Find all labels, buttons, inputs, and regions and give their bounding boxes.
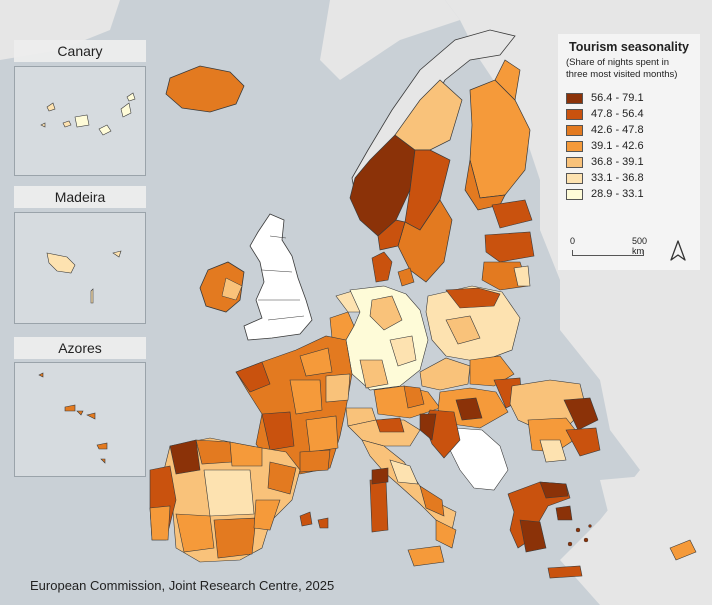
- scale-line: [572, 250, 644, 256]
- inset-title-madeira: Madeira: [14, 186, 146, 208]
- region-ireland: [199, 261, 245, 313]
- region-denmark: [371, 251, 415, 287]
- inset-title-canary: Canary: [14, 40, 146, 62]
- scale-end-label: 500 km: [632, 236, 648, 256]
- legend: Tourism seasonality (Share of nights spe…: [558, 34, 700, 270]
- north-arrow-icon: [670, 240, 686, 261]
- legend-swatch: [566, 188, 583, 200]
- region-nordic: [349, 59, 531, 283]
- inset-title-azores: Azores: [14, 337, 146, 359]
- legend-label: 33.1 - 36.8: [591, 172, 644, 185]
- legend-swatch: [566, 108, 583, 120]
- legend-label: 36.8 - 39.1: [591, 156, 644, 169]
- inset-canary: [14, 66, 146, 176]
- region-baltics: [481, 199, 535, 291]
- scale-zero-label: 0: [570, 236, 576, 246]
- inset-azores: [14, 362, 146, 477]
- legend-swatch: [566, 92, 583, 104]
- region-iberia: [149, 437, 329, 563]
- aegean-islands: [567, 524, 592, 547]
- legend-label: 42.6 - 47.8: [591, 124, 644, 137]
- legend-swatch: [566, 172, 583, 184]
- region-balkans: [419, 409, 509, 491]
- legend-label: 39.1 - 42.6: [591, 140, 644, 153]
- region-france: [235, 335, 353, 475]
- region-italy: [345, 407, 457, 567]
- region-central: [329, 285, 601, 463]
- inset-canary-map: [40, 92, 136, 136]
- legend-item: 47.8 - 56.4: [566, 107, 692, 122]
- region-iceland: [165, 65, 245, 113]
- legend-title: Tourism seasonality: [569, 40, 689, 54]
- legend-classes: 56.4 - 79.1 47.8 - 56.4 42.6 - 47.8 39.1…: [566, 91, 692, 202]
- legend-swatch: [566, 124, 583, 136]
- legend-swatch: [566, 156, 583, 168]
- inset-madeira-map: [46, 250, 122, 304]
- source-credit: European Commission, Joint Research Cent…: [30, 578, 335, 593]
- legend-label: 47.8 - 56.4: [591, 108, 644, 121]
- region-uk: [243, 213, 313, 341]
- legend-item: 39.1 - 42.6: [566, 139, 692, 154]
- legend-item: 28.9 - 33.1: [566, 187, 692, 202]
- region-greece: [507, 481, 697, 579]
- legend-item: 56.4 - 79.1: [566, 91, 692, 106]
- inset-azores-map: [38, 372, 108, 464]
- legend-item: 42.6 - 47.8: [566, 123, 692, 138]
- legend-swatch: [566, 140, 583, 152]
- legend-label: 28.9 - 33.1: [591, 188, 644, 201]
- inset-madeira: [14, 212, 146, 324]
- legend-item: 33.1 - 36.8: [566, 171, 692, 186]
- scale-bar: 0 500 km: [570, 236, 648, 262]
- legend-item: 36.8 - 39.1: [566, 155, 692, 170]
- legend-label: 56.4 - 79.1: [591, 92, 644, 105]
- legend-subtitle: (Share of nights spent in three most vis…: [566, 57, 678, 80]
